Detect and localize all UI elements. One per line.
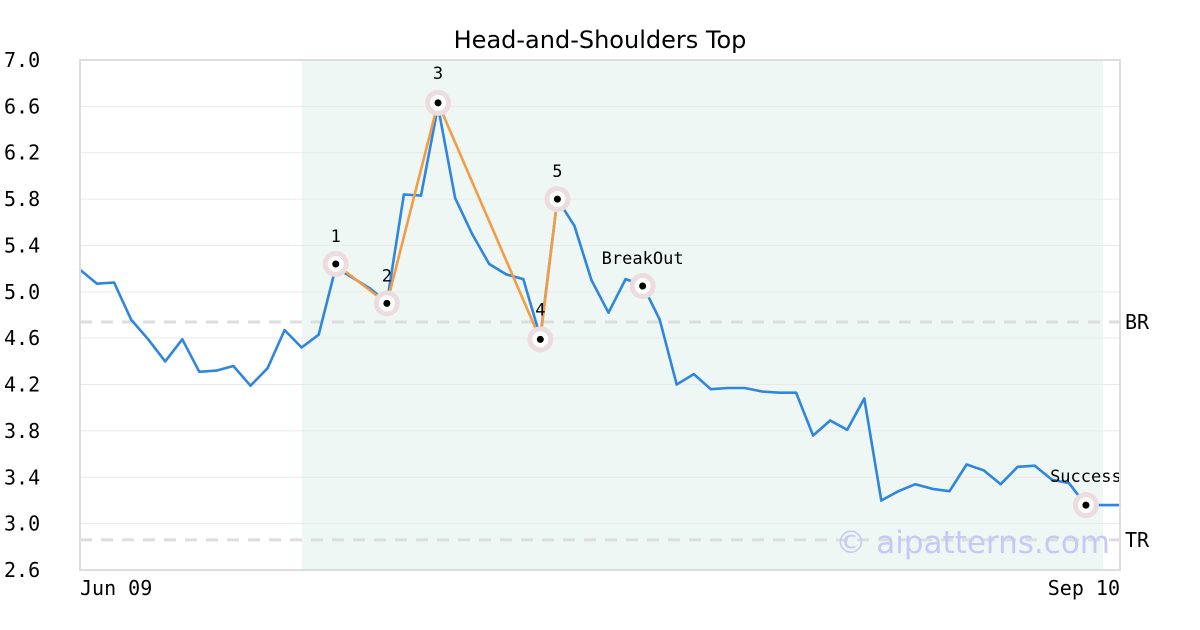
data-point [522, 277, 525, 281]
data-point [1016, 465, 1019, 469]
level-label-tr: TR [1125, 528, 1150, 552]
data-point [283, 328, 286, 332]
data-point [624, 277, 627, 281]
point-marker-1 [332, 260, 340, 268]
point-label-2: 2 [382, 266, 392, 286]
data-point [777, 391, 781, 394]
data-point [1101, 503, 1105, 507]
data-point [846, 428, 849, 431]
data-point [828, 419, 832, 422]
point-marker-2 [383, 299, 391, 307]
y-tick-label: 4.2 [4, 373, 40, 397]
data-point [897, 489, 900, 493]
data-point [505, 273, 508, 276]
point-label-breakout: BreakOut [602, 249, 684, 269]
axes [79, 59, 1121, 571]
y-tick-label: 3.0 [4, 512, 40, 536]
point-marker-4 [536, 335, 544, 343]
point-label-3: 3 [433, 64, 443, 84]
data-point [880, 499, 883, 502]
y-tick-label: 3.8 [4, 419, 40, 443]
data-point [181, 338, 184, 341]
pattern-highlight-band [301, 60, 1103, 570]
data-point [726, 386, 730, 390]
data-point [965, 463, 968, 466]
data-point [487, 262, 491, 266]
data-point [1033, 464, 1036, 467]
data-point [658, 318, 661, 321]
data-point [129, 318, 133, 321]
chart-title: Head-and-Shoulders Top [454, 26, 747, 54]
data-point [999, 483, 1002, 486]
series-line [79, 105, 1120, 507]
point-marker-success [1082, 501, 1090, 509]
data-point [709, 387, 713, 391]
data-point [794, 391, 798, 394]
data-point [914, 483, 917, 486]
point-label-5: 5 [552, 162, 562, 182]
data-point [198, 370, 201, 373]
data-point [590, 279, 593, 282]
data-point [249, 384, 252, 387]
plot-frame [79, 59, 1121, 571]
data-point [300, 346, 303, 349]
data-point [692, 372, 695, 376]
point-label-4: 4 [535, 300, 545, 320]
data-point [811, 434, 815, 437]
level-label-br: BR [1125, 310, 1150, 334]
data-point [863, 397, 866, 400]
watermark-layer: © aipatterns.com [835, 525, 1110, 561]
watermark: © aipatterns.com [835, 525, 1110, 561]
point-marker-3 [434, 99, 442, 107]
point-label-success: Success [1050, 467, 1122, 487]
x-axis-ticks: Jun 09 Sep 10 [80, 576, 1120, 600]
data-point [419, 194, 423, 197]
y-axis-ticks: 7.0 6.6 6.2 5.8 5.4 5.0 4.6 4.2 3.8 3.4 3.0 2.6 [4, 48, 40, 582]
y-tick-label: 6.6 [4, 94, 40, 118]
y-tick-label: 5.8 [4, 187, 40, 211]
data-point [266, 367, 269, 370]
data-point [402, 193, 406, 196]
data-point [215, 369, 218, 372]
data-point [931, 487, 934, 491]
y-tick-label: 3.4 [4, 465, 40, 489]
y-tick-label: 5.0 [4, 280, 40, 304]
point-marker-5 [553, 195, 561, 203]
data-point [948, 489, 951, 493]
data-point [743, 386, 747, 390]
data-point [573, 224, 576, 227]
data-point [1067, 481, 1071, 485]
data-point [453, 196, 457, 200]
data-point [675, 383, 678, 386]
x-tick-label: Sep 10 [1048, 576, 1120, 600]
data-point [232, 364, 235, 368]
y-tick-label: 5.4 [4, 233, 40, 257]
data-point [1050, 478, 1054, 481]
plot-background [301, 60, 1103, 570]
data-point [470, 232, 474, 236]
y-tick-label: 2.6 [4, 558, 40, 582]
data-point [982, 469, 985, 472]
data-point [607, 311, 610, 314]
data-point [146, 338, 150, 341]
data-point [317, 333, 320, 336]
y-tick-label: 7.0 [4, 48, 40, 72]
x-tick-label: Jun 09 [80, 576, 152, 600]
level-lines: BR TR [80, 310, 1150, 552]
data-point [760, 390, 764, 393]
y-tick-label: 6.2 [4, 141, 40, 165]
y-tick-label: 4.6 [4, 326, 40, 350]
data-point [164, 360, 167, 363]
data-point [95, 282, 99, 285]
point-marker-breakout [639, 282, 647, 290]
point-label-1: 1 [331, 227, 341, 247]
pattern-points: 1 2 3 4 5 BreakOut Success [322, 64, 1122, 519]
data-point [112, 281, 116, 284]
